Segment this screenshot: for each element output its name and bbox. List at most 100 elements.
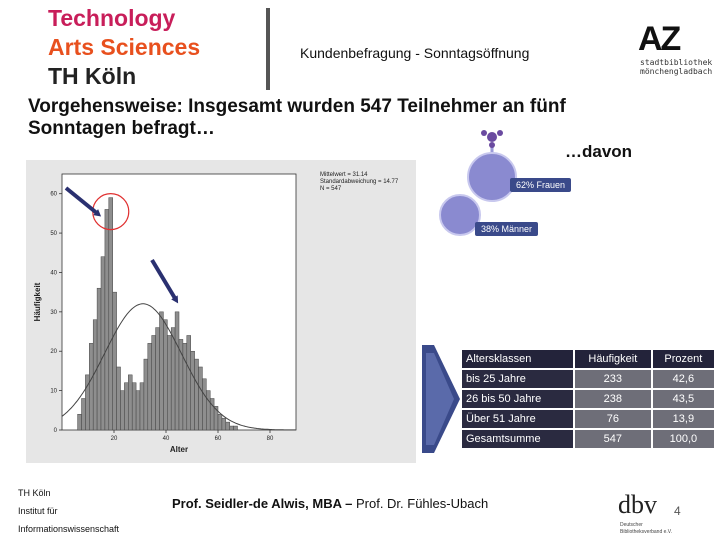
slide-header-title: Kundenbefragung - Sonntagsöffnung — [300, 45, 530, 61]
histogram-bar — [167, 335, 172, 431]
annotation-arrow-icon-head — [93, 209, 102, 217]
table-cell: 26 bis 50 Jahre — [462, 390, 573, 408]
histogram-bar — [128, 374, 133, 431]
logo-line-th-koeln: TH Köln — [48, 63, 137, 89]
age-histogram-chart: 0 10 20 30 40 50 60 20 40 60 80 Alter Häufigkeit — [26, 160, 416, 463]
histogram-bar — [104, 209, 110, 431]
histogram-bar — [233, 425, 238, 431]
stats-mean: Mittelwert = 31.14 — [320, 172, 368, 178]
table-cell: 547 — [574, 430, 651, 448]
table-row: 26 bis 50 Jahre 238 43,5 — [462, 390, 714, 408]
footer-authors: Prof. Seidler-de Alwis, MBA – Prof. Dr. … — [172, 496, 488, 511]
y-tick-label: 20 — [50, 349, 57, 355]
az-logo-subtitle-2: mönchengladbach — [640, 67, 713, 76]
footer-org-line-2: Institut für — [18, 506, 58, 516]
x-axis-label: Alter — [170, 445, 188, 454]
dbv-logo-text: dbv — [618, 490, 657, 519]
annotation-arrow-icon — [150, 258, 178, 302]
histogram-bar — [198, 366, 203, 431]
histogram-bar — [206, 390, 211, 431]
x-tick-label: 60 — [215, 436, 222, 442]
histogram-bar — [131, 382, 137, 431]
histogram-bar — [229, 425, 234, 431]
table-row: bis 25 Jahre 233 42,6 — [462, 370, 714, 388]
footer-org-line-3: Informationswissenschaft — [18, 524, 120, 534]
histogram-bar — [174, 311, 180, 431]
histogram-bar — [143, 358, 149, 431]
x-tick-label: 80 — [267, 436, 274, 442]
gender-hierarchy-graphic — [439, 130, 517, 236]
table-cell: 76 — [574, 410, 651, 428]
slide-headline: Vorgehensweise: Insgesamt wurden 547 Tei… — [28, 96, 566, 139]
histogram-bar — [190, 350, 195, 431]
histogram-bar — [151, 335, 156, 431]
men-node-icon — [439, 194, 481, 236]
az-logo: AZ stadtbibliothek mönchengladbach — [638, 20, 712, 80]
y-axis-label: Häufigkeit — [33, 282, 42, 321]
table-row: Über 51 Jahre 76 13,9 — [462, 410, 714, 428]
table-cell: bis 25 Jahre — [462, 370, 573, 388]
table-cell: 13,9 — [652, 410, 714, 428]
dbv-subtitle-2: Bibliotheksverband e.V. — [620, 529, 673, 535]
histogram-bar — [159, 311, 164, 431]
footer-org-line-1: TH Köln — [18, 488, 51, 498]
stats-sd: Standardabweichung = 14.77 — [320, 179, 399, 185]
hierarchy-dot-icon — [489, 142, 495, 148]
histogram-bar — [163, 319, 168, 431]
histogram-bar — [139, 382, 145, 431]
histogram-bar — [217, 413, 223, 431]
table-cell: 42,6 — [652, 370, 714, 388]
y-tick-label: 30 — [50, 310, 57, 316]
hierarchy-dot-icon — [481, 130, 487, 136]
histogram-bar — [124, 382, 129, 431]
table-header-cell: Altersklassen — [462, 350, 573, 368]
logo-line-arts-sciences: Arts Sciences — [48, 34, 201, 60]
az-logo-letters: AZ — [638, 20, 681, 58]
histogram-bar — [155, 327, 160, 431]
women-percentage-label: 62% Frauen — [510, 178, 572, 192]
hierarchy-dot-icon — [497, 130, 503, 136]
davon-label: …davon — [565, 142, 633, 161]
dbv-logo: dbv 4 Deutscher Bibliotheksverband e.V. — [618, 490, 710, 538]
histogram-bar — [135, 390, 141, 431]
table-header-cell: Prozent — [652, 350, 714, 368]
chart-stats-legend: Mittelwert = 31.14 Standardabweichung = … — [320, 172, 398, 193]
table-cell: 238 — [574, 390, 651, 408]
histogram-bar — [100, 256, 106, 431]
histogram-bar — [194, 358, 199, 431]
histogram-bar — [182, 343, 188, 431]
table-header-row: Altersklassen Häufigkeit Prozent — [462, 350, 714, 368]
th-koeln-logo: Technology Arts Sciences TH Köln — [48, 4, 200, 91]
histogram-bar — [147, 343, 152, 431]
y-tick-label: 0 — [54, 428, 58, 434]
histogram-bar — [116, 366, 121, 431]
age-distribution-table: Altersklassen Häufigkeit Prozent bis 25 … — [460, 348, 716, 450]
logo-line-technology: Technology — [48, 5, 176, 31]
annotation-arrow-icon — [64, 186, 100, 216]
histogram-bar — [89, 343, 94, 431]
histogram-bar — [225, 421, 230, 431]
women-node-icon — [467, 152, 517, 202]
histogram-bar — [96, 287, 102, 431]
footer-author-rest: Prof. Dr. Fühles-Ubach — [352, 496, 489, 511]
histogram-bar — [112, 291, 117, 431]
x-tick-label: 40 — [163, 436, 170, 442]
header-divider — [266, 8, 270, 90]
histogram-bar — [77, 413, 82, 431]
y-tick-label: 60 — [50, 192, 57, 198]
az-logo-subtitle-1: stadtbibliothek — [640, 58, 713, 67]
stats-n: N = 547 — [320, 186, 342, 192]
annotation-arrow-icon-head — [171, 295, 179, 304]
histogram-svg: 0 10 20 30 40 50 60 20 40 60 80 Alter Häufigkeit — [33, 173, 297, 454]
histogram-bar — [170, 327, 176, 431]
table-cell: Gesamtsumme — [462, 430, 573, 448]
histogram-bar — [202, 378, 207, 431]
histogram-bar — [120, 390, 125, 431]
footer-author-bold: Prof. Seidler-de Alwis, MBA – — [172, 496, 353, 511]
pointer-arrow-icon — [422, 345, 460, 453]
table-cell: 233 — [574, 370, 651, 388]
footer-organization: TH Köln Institut für Informationswissens… — [18, 484, 119, 538]
histogram-bar — [81, 398, 86, 431]
normal-distribution-curve — [61, 303, 297, 431]
men-percentage-label: 38% Männer — [475, 222, 539, 236]
